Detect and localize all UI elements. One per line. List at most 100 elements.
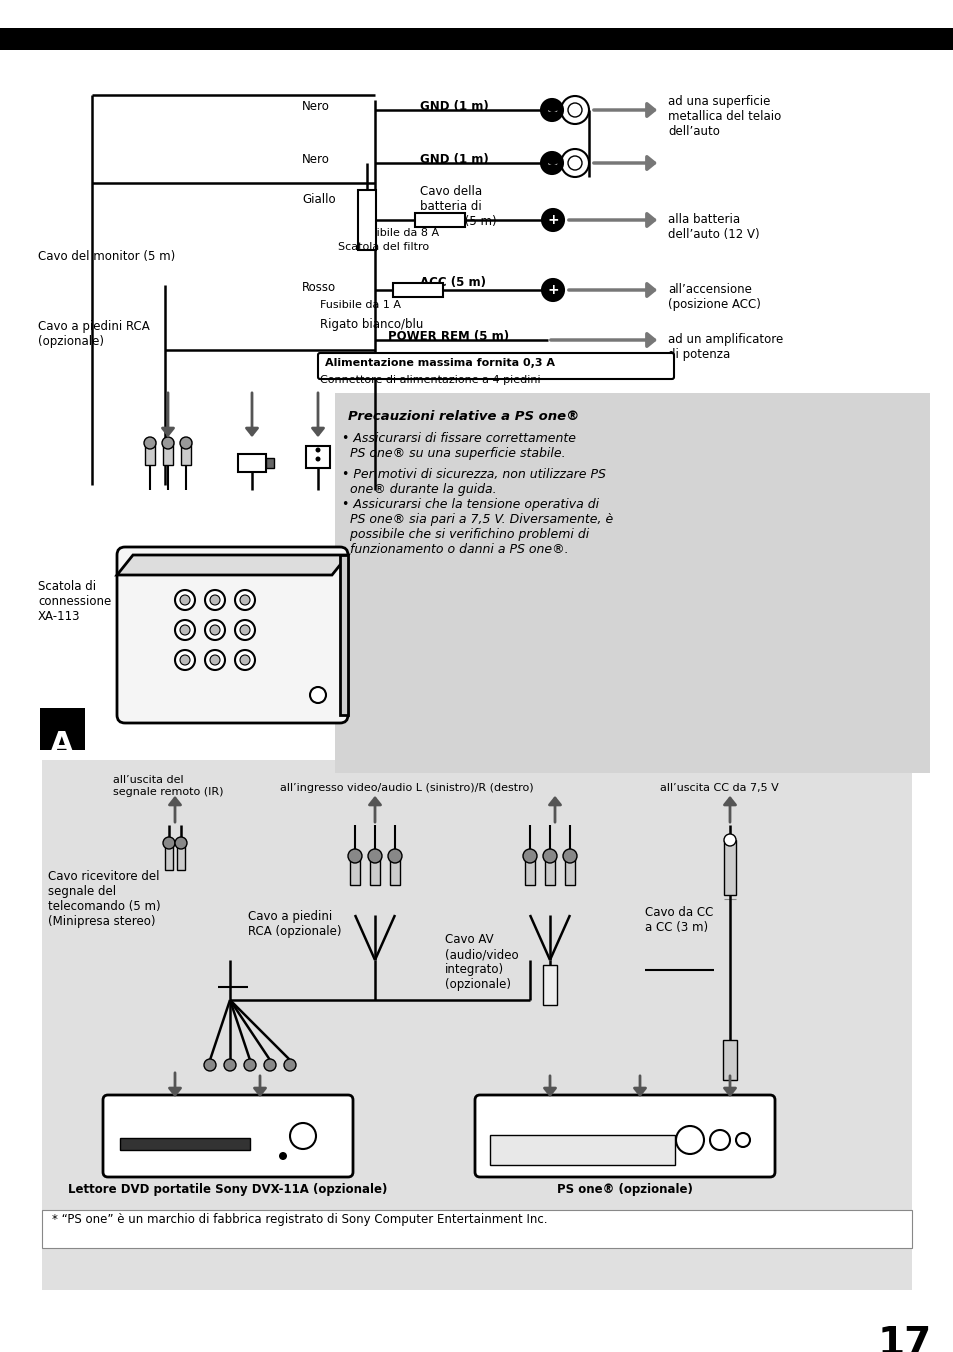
Text: Cavo ricevitore del
segnale del
telecomando (5 m)
(Minipresa stereo): Cavo ricevitore del segnale del telecoma… xyxy=(48,869,160,927)
Circle shape xyxy=(210,625,220,635)
Circle shape xyxy=(234,589,254,610)
Circle shape xyxy=(205,650,225,671)
Circle shape xyxy=(244,1059,255,1071)
Bar xyxy=(357,191,375,250)
Bar xyxy=(415,214,464,227)
Bar xyxy=(350,854,359,886)
Bar xyxy=(490,1134,675,1165)
Text: PS one® (opzionale): PS one® (opzionale) xyxy=(557,1183,692,1197)
Circle shape xyxy=(290,1124,315,1149)
Text: all’uscita del
segnale remoto (IR): all’uscita del segnale remoto (IR) xyxy=(112,775,223,796)
Text: • Assicurarsi di fissare correttamente
  PS one® su una superficie stabile.: • Assicurarsi di fissare correttamente P… xyxy=(341,433,576,460)
Text: Cavo da CC
a CC (3 m): Cavo da CC a CC (3 m) xyxy=(644,906,713,934)
Circle shape xyxy=(522,849,537,863)
Circle shape xyxy=(540,99,562,120)
Circle shape xyxy=(210,595,220,604)
Circle shape xyxy=(162,437,173,449)
Text: • Per motivi di sicurezza, non utilizzare PS
  one® durante la guida.: • Per motivi di sicurezza, non utilizzar… xyxy=(341,468,605,496)
Text: ad una superficie
metallica del telaio
dell’auto: ad una superficie metallica del telaio d… xyxy=(667,95,781,138)
Circle shape xyxy=(240,625,250,635)
Circle shape xyxy=(174,621,194,639)
Circle shape xyxy=(180,625,190,635)
Text: 17: 17 xyxy=(877,1325,931,1352)
Circle shape xyxy=(224,1059,235,1071)
Bar xyxy=(163,439,172,465)
Text: A: A xyxy=(51,730,73,758)
Bar xyxy=(306,446,330,468)
Text: +: + xyxy=(547,214,558,227)
Text: GND (1 m): GND (1 m) xyxy=(419,153,488,166)
Bar xyxy=(544,854,555,886)
Circle shape xyxy=(163,837,174,849)
Polygon shape xyxy=(117,556,348,575)
Circle shape xyxy=(174,650,194,671)
Bar xyxy=(542,965,557,1005)
Circle shape xyxy=(676,1126,703,1155)
Circle shape xyxy=(174,589,194,610)
Circle shape xyxy=(205,621,225,639)
Text: Cavo del monitor (5 m): Cavo del monitor (5 m) xyxy=(38,250,175,264)
Text: POWER REM (5 m): POWER REM (5 m) xyxy=(388,330,509,343)
Bar xyxy=(165,842,172,869)
Circle shape xyxy=(210,654,220,665)
Circle shape xyxy=(310,687,326,703)
Circle shape xyxy=(174,837,187,849)
Circle shape xyxy=(315,448,320,453)
Circle shape xyxy=(264,1059,275,1071)
Bar xyxy=(177,842,185,869)
Text: all’ingresso video/audio L (sinistro)/R (destro): all’ingresso video/audio L (sinistro)/R … xyxy=(280,783,533,794)
Text: Nero: Nero xyxy=(302,153,330,166)
Bar xyxy=(390,854,399,886)
Text: Cavo a piedini RCA
(opzionale): Cavo a piedini RCA (opzionale) xyxy=(38,320,150,347)
Bar xyxy=(42,760,911,1290)
Text: alla batteria
dell’auto (12 V): alla batteria dell’auto (12 V) xyxy=(667,214,759,241)
Circle shape xyxy=(234,621,254,639)
Bar xyxy=(237,454,266,472)
Circle shape xyxy=(562,849,577,863)
Circle shape xyxy=(278,1152,287,1160)
Bar xyxy=(266,458,274,468)
Text: Giallo: Giallo xyxy=(302,193,335,206)
Circle shape xyxy=(567,103,581,118)
Circle shape xyxy=(240,654,250,665)
Text: Cavo AV
(audio/video
integrato)
(opzionale): Cavo AV (audio/video integrato) (opziona… xyxy=(444,933,518,991)
Circle shape xyxy=(205,589,225,610)
Circle shape xyxy=(388,849,401,863)
Text: −: − xyxy=(546,103,558,118)
Bar xyxy=(722,1040,737,1080)
Text: Nero: Nero xyxy=(302,100,330,114)
Circle shape xyxy=(284,1059,295,1071)
Circle shape xyxy=(315,457,320,461)
Bar xyxy=(181,439,191,465)
Text: ACC (5 m): ACC (5 m) xyxy=(419,276,485,289)
Circle shape xyxy=(735,1133,749,1146)
Bar xyxy=(524,854,535,886)
Bar xyxy=(120,1138,250,1151)
Circle shape xyxy=(180,437,192,449)
Circle shape xyxy=(240,595,250,604)
Circle shape xyxy=(144,437,156,449)
Circle shape xyxy=(541,279,563,301)
Text: Cavo a piedini
RCA (opzionale): Cavo a piedini RCA (opzionale) xyxy=(248,910,341,938)
Text: +: + xyxy=(547,283,558,297)
Circle shape xyxy=(709,1130,729,1151)
Text: * “PS one” è un marchio di fabbrica registrato di Sony Computer Entertainment In: * “PS one” è un marchio di fabbrica regi… xyxy=(52,1213,547,1226)
Circle shape xyxy=(560,149,588,177)
Polygon shape xyxy=(339,556,348,715)
Text: Scatola di
connessione
XA-113: Scatola di connessione XA-113 xyxy=(38,580,112,623)
Text: Connettore di alimentazione a 4 piedini: Connettore di alimentazione a 4 piedini xyxy=(319,375,540,385)
Circle shape xyxy=(348,849,361,863)
Bar xyxy=(42,1210,911,1248)
Bar xyxy=(370,854,379,886)
Circle shape xyxy=(234,650,254,671)
Text: all’uscita CC da 7,5 V: all’uscita CC da 7,5 V xyxy=(659,783,778,794)
Text: all’accensione
(posizione ACC): all’accensione (posizione ACC) xyxy=(667,283,760,311)
Circle shape xyxy=(180,654,190,665)
Bar xyxy=(723,840,735,895)
Circle shape xyxy=(723,834,735,846)
Bar xyxy=(393,283,442,297)
Bar xyxy=(564,854,575,886)
Circle shape xyxy=(180,595,190,604)
Circle shape xyxy=(540,151,562,174)
Circle shape xyxy=(567,155,581,170)
